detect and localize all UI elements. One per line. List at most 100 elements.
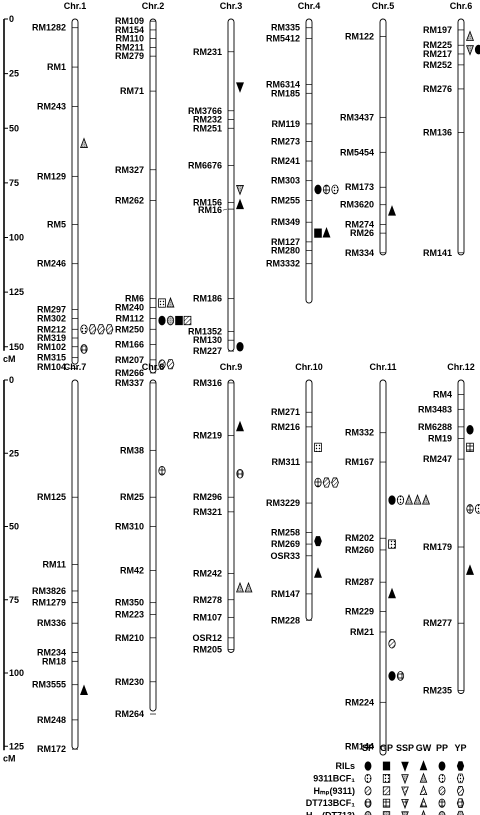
hex-diag-symbol (97, 324, 105, 335)
marker-label: RM262 (115, 195, 144, 205)
marker-label: RM350 (115, 598, 144, 608)
tri-gray-symbol (166, 296, 175, 308)
scale-tick-label: 100 (9, 233, 24, 243)
qtl-cluster (314, 184, 339, 195)
marker: RM166 (115, 340, 156, 350)
marker: RM147 (271, 589, 312, 599)
marker: RM141 (423, 248, 464, 258)
oval-black-symbol (474, 44, 480, 55)
marker: RM225 (423, 40, 464, 50)
oval-cross-symbol (364, 798, 372, 808)
qtl-cluster (314, 442, 322, 452)
hex-diag-symbol (331, 477, 339, 488)
qtl-cluster (466, 504, 480, 514)
marker: RM3229 (266, 498, 312, 508)
marker: RM273 (271, 136, 312, 146)
marker: RM16 (198, 205, 234, 215)
qtl-cluster (466, 564, 474, 575)
sq-black-symbol (382, 761, 391, 771)
marker-label: RM3766 (188, 106, 222, 116)
sq-dot-symbol (158, 298, 166, 308)
marker-label: RM269 (271, 539, 300, 549)
qtl-cluster (236, 185, 244, 196)
marker: RM260 (345, 545, 386, 555)
chromosome-bar (149, 18, 157, 374)
oval-gray-symbol (166, 315, 175, 326)
marker: RM71 (120, 86, 156, 96)
marker: RM269 (271, 539, 312, 549)
marker-label: RM3437 (340, 112, 374, 122)
scale-tick-label: 25 (9, 448, 19, 458)
cm-scale-top: 0 25 50 75 100 125 150 cM (3, 14, 24, 364)
marker-label: RM122 (345, 31, 374, 41)
marker: RM197 (423, 25, 464, 35)
qtl-cluster (388, 671, 405, 681)
hex-diag-symbol (322, 477, 331, 488)
chromosome-bar (457, 379, 465, 694)
marker-label: RM212 (37, 324, 66, 334)
marker-label: RM11 (42, 560, 66, 570)
scale-tick-label: 75 (9, 595, 19, 605)
chromosome-bar (71, 18, 79, 365)
hex-black-symbol (314, 536, 322, 547)
scale-tick-label: 50 (9, 123, 19, 133)
qtl-cluster (236, 198, 244, 210)
marker: RM223 (115, 609, 156, 619)
marker: RM262 (115, 195, 156, 205)
marker: RM1 (47, 62, 78, 72)
marker-label: RM205 (193, 645, 222, 655)
marker-label: RM334 (345, 248, 374, 258)
marker-label: RM125 (37, 492, 66, 502)
marker-label: RM327 (115, 165, 144, 175)
marker: RM287 (345, 577, 386, 587)
sq-dot-symbol (382, 774, 391, 783)
marker: RM109 (115, 16, 156, 26)
marker: RM264 (115, 709, 156, 719)
marker-label: RM112 (115, 313, 144, 323)
hex-gray-symbol (457, 810, 464, 815)
qtl-cluster (314, 567, 322, 578)
tri-gray-symbol (236, 581, 244, 593)
marker-label: RM129 (37, 171, 66, 181)
marker: RM130 (193, 335, 234, 345)
marker-label: RM1279 (32, 598, 66, 608)
tri-gray-symbol (422, 493, 430, 505)
marker-label: RM243 (37, 101, 66, 111)
marker-label: RM6314 (266, 80, 300, 90)
scale-tick-label: 0 (9, 14, 14, 24)
marker: RM202 (345, 533, 386, 543)
marker: RM127 (271, 237, 312, 247)
chromosome-title: Chr.7 (64, 362, 87, 372)
marker-label: RM3483 (418, 404, 452, 414)
marker-label: RM136 (423, 128, 452, 138)
tri-down-gray-symbol (401, 774, 409, 785)
qtl-cluster (80, 344, 88, 354)
marker: RM219 (193, 431, 234, 441)
oval-dot-symbol (80, 324, 88, 335)
marker: RM6 (125, 294, 156, 304)
marker: RM3826 (32, 586, 78, 596)
legend-row-label: 9311BCF₁ (313, 773, 355, 783)
tri-down-cross-symbol (401, 799, 409, 810)
marker-label: RM277 (423, 618, 452, 628)
chromosome-title: Chr.9 (220, 362, 243, 372)
marker: RM228 (271, 615, 312, 625)
marker-label: RM349 (271, 217, 300, 227)
oval-dot-symbol (438, 773, 446, 783)
marker-label: RM250 (115, 324, 144, 334)
marker-label: RM321 (193, 507, 222, 517)
marker: RM310 (115, 522, 156, 532)
marker-label: RM147 (271, 589, 300, 599)
marker-label: RM109 (115, 16, 144, 26)
marker-label: RM228 (271, 615, 300, 625)
tri-black-symbol (388, 587, 396, 599)
marker: RM231 (193, 47, 234, 57)
oval-cross-symbol (466, 504, 474, 514)
marker-label: RM107 (193, 612, 222, 622)
scale-tick-label: 25 (9, 69, 19, 79)
marker: RM112 (115, 313, 156, 323)
marker-label: RM335 (271, 23, 300, 33)
qtl-cluster (80, 324, 114, 335)
marker: RM278 (193, 595, 234, 605)
hex-diag-symbol (456, 786, 465, 796)
